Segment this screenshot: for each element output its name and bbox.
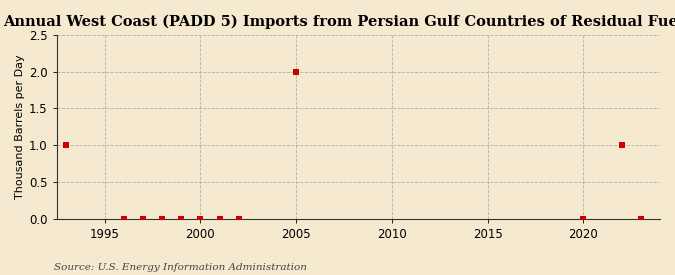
Point (635, 216, 646, 221)
Text: Source: U.S. Energy Information Administration: Source: U.S. Energy Information Administ… (54, 263, 307, 272)
Point (176, 216, 187, 221)
Point (616, 143, 627, 147)
Point (234, 216, 244, 221)
Point (214, 216, 225, 221)
Point (157, 216, 167, 221)
Point (291, 69, 302, 74)
Point (118, 216, 129, 221)
Title: Annual West Coast (PADD 5) Imports from Persian Gulf Countries of Residual Fuel : Annual West Coast (PADD 5) Imports from … (3, 15, 675, 29)
Y-axis label: Thousand Barrels per Day: Thousand Barrels per Day (15, 54, 25, 199)
Point (61, 143, 72, 147)
Point (578, 216, 589, 221)
Point (195, 216, 206, 221)
Point (138, 216, 148, 221)
